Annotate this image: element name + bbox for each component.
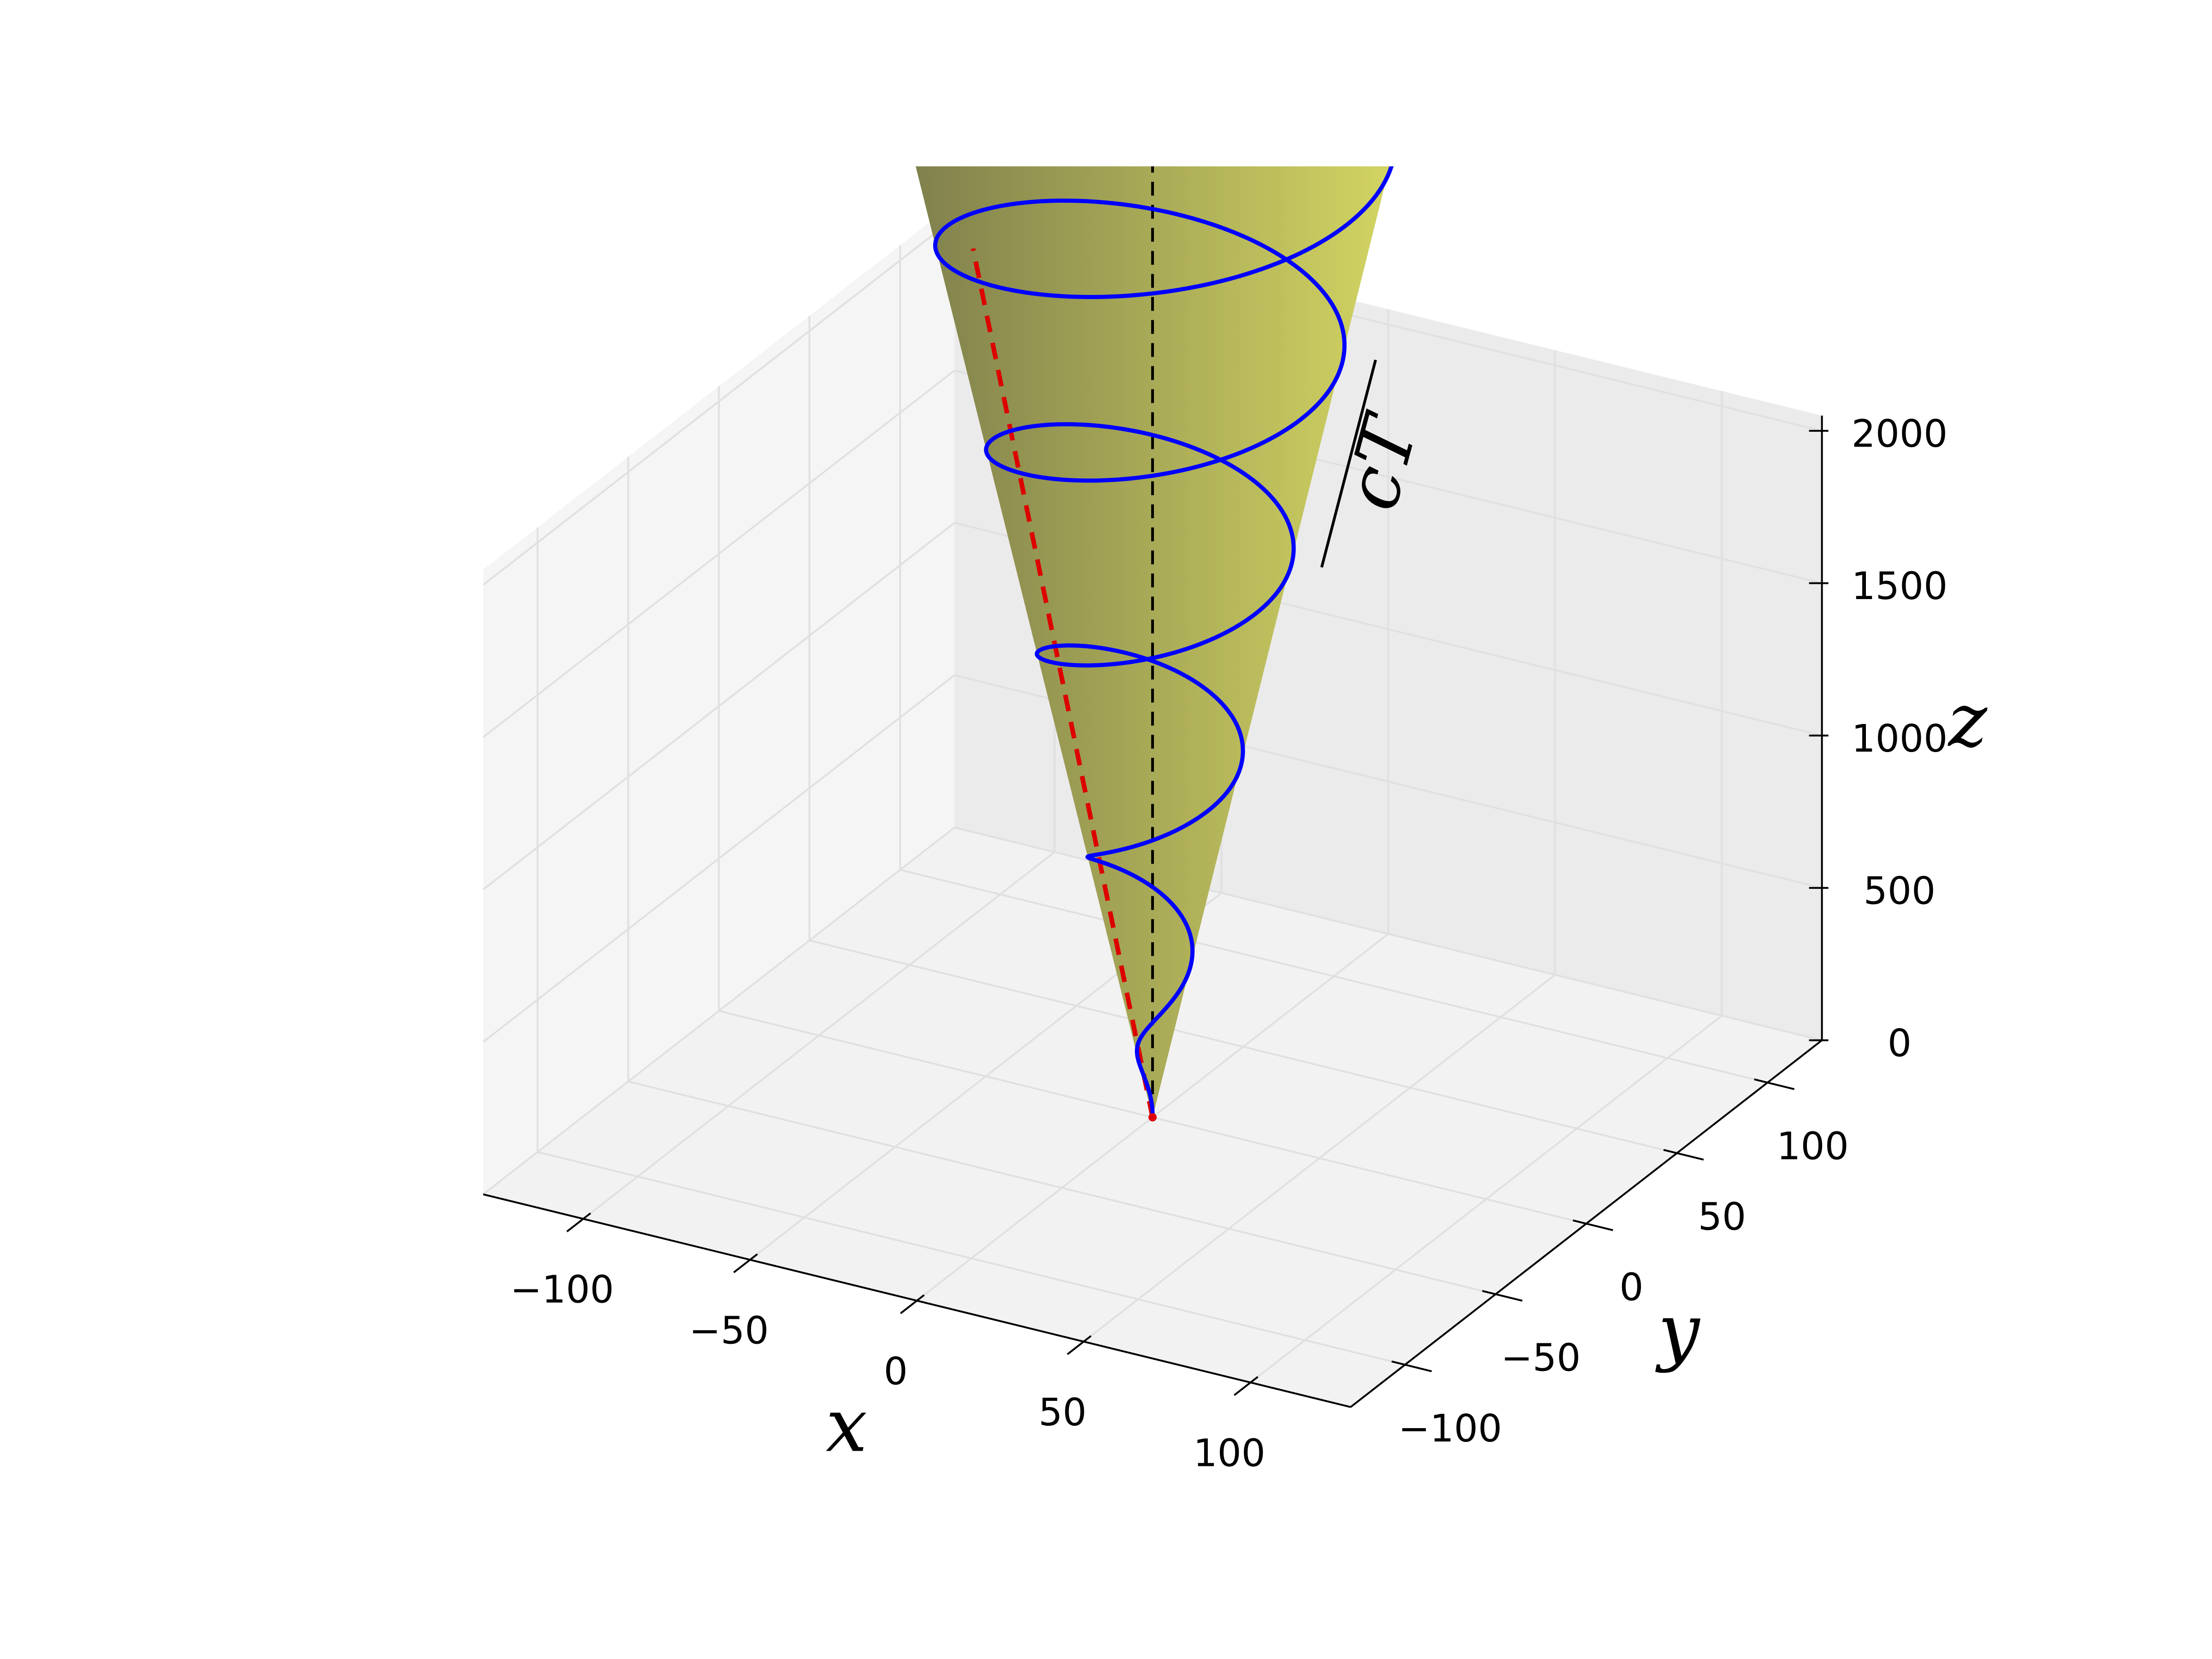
plot-area (916, 166, 1394, 1122)
grid-line (900, 869, 1768, 1084)
cone-top (940, 166, 1372, 220)
x-axis-label: x (826, 1382, 867, 1469)
x-tick-label: 50 (1039, 1391, 1087, 1435)
y-tick (1754, 1078, 1794, 1090)
x-tick (900, 1294, 925, 1314)
grid-line (628, 1080, 1496, 1295)
x-tick-label: −100 (510, 1268, 614, 1312)
annotation-overline (1320, 359, 1377, 568)
z-tick-label: 1000 (1852, 717, 1948, 761)
x-tick-label: −50 (689, 1309, 769, 1353)
grid-line (482, 217, 955, 586)
z-tick-label: 500 (1864, 869, 1936, 913)
y-tick (1572, 1219, 1613, 1231)
y-tick (1391, 1360, 1432, 1372)
z-tick-label: 1500 (1852, 565, 1948, 608)
grid-line (537, 1151, 1406, 1366)
cone-surface (916, 166, 1390, 1118)
y-tick (1482, 1290, 1523, 1302)
helix (933, 166, 1394, 1118)
x-tick (733, 1253, 758, 1273)
grid-line (482, 370, 955, 738)
apex-marker (1148, 1113, 1157, 1122)
x-tick (1233, 1376, 1259, 1396)
grid-line (809, 939, 1677, 1154)
y-tick-label: −50 (1501, 1336, 1581, 1380)
z-axis-label: z (1947, 677, 1988, 764)
y-tick-label: 50 (1698, 1195, 1746, 1239)
y-tick-label: −100 (1398, 1407, 1502, 1451)
grid-line (482, 522, 955, 890)
axes: −100−50050100−100−5005010005001000150020… (482, 412, 1948, 1476)
x-tick-label: 100 (1193, 1432, 1265, 1476)
ray (971, 248, 1155, 1118)
z-tick-label: 0 (1888, 1022, 1912, 1065)
x-tick-label: 0 (884, 1350, 908, 1394)
y-axis-label: y (1655, 1288, 1701, 1374)
y-tick-label: 100 (1777, 1125, 1849, 1169)
grid-line (482, 674, 955, 1043)
z-tick-label: 2000 (1852, 412, 1948, 456)
y-tick-label: 0 (1619, 1266, 1643, 1310)
y-tick (1663, 1149, 1704, 1161)
x-tick (566, 1212, 591, 1233)
grid-line (482, 827, 955, 1195)
x-tick (1067, 1335, 1092, 1355)
